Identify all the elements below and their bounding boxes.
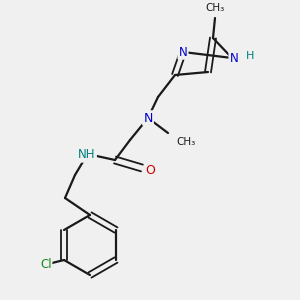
Text: O: O bbox=[145, 164, 155, 176]
Text: CH₃: CH₃ bbox=[176, 137, 195, 147]
Text: Cl: Cl bbox=[40, 257, 52, 271]
Text: NH: NH bbox=[78, 148, 96, 161]
Text: CH₃: CH₃ bbox=[206, 3, 225, 13]
Text: N: N bbox=[178, 46, 188, 59]
Text: N: N bbox=[230, 52, 238, 64]
Text: H: H bbox=[246, 51, 254, 61]
Text: N: N bbox=[143, 112, 153, 124]
